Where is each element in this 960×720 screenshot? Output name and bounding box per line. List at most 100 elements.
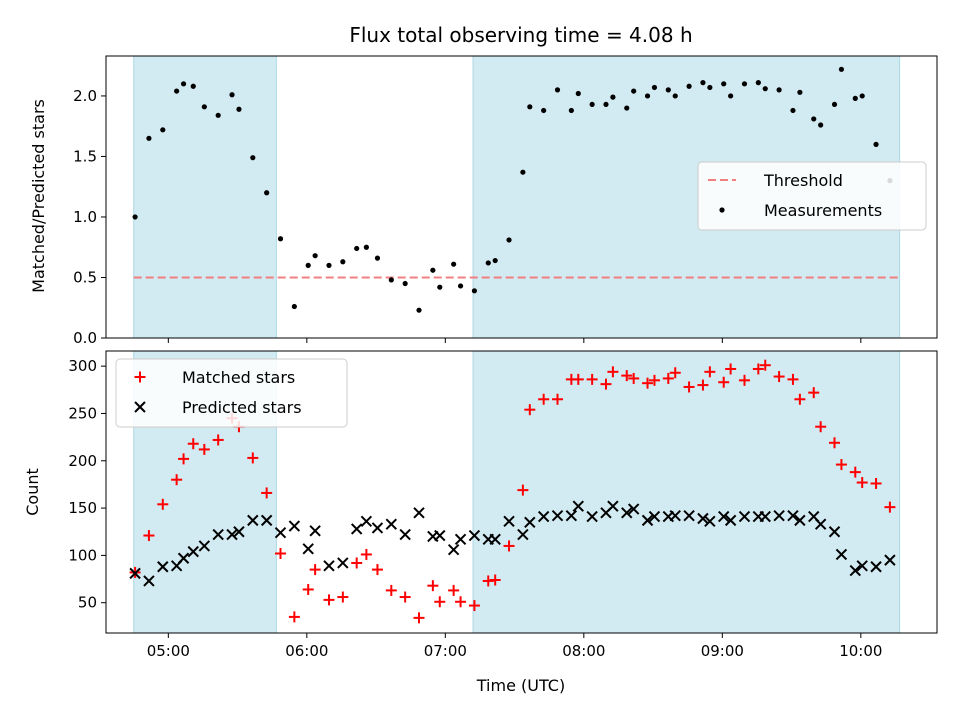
data-point-x (288, 520, 301, 532)
data-point-x-stroke (413, 507, 425, 519)
data-point-x (794, 514, 806, 527)
data-point-x (337, 557, 349, 569)
legend-label: Matched stars (182, 368, 295, 387)
data-point-plus (275, 548, 287, 560)
data-point-plus (662, 372, 674, 384)
data-point-x-stroke (233, 526, 245, 538)
data-point-x-stroke (157, 561, 169, 573)
data-point-x-stroke (870, 561, 882, 573)
panel-0-shaded-band-0 (133, 55, 277, 339)
data-point-plus (669, 367, 681, 379)
data-point-x-stroke (503, 515, 515, 528)
data-point-plus (198, 443, 210, 455)
data-point-plus (718, 376, 730, 388)
data-point-plus (517, 484, 529, 496)
y-tick-label: 0.5 (73, 268, 97, 286)
data-point-x (627, 503, 640, 515)
data-point-plus (427, 580, 439, 592)
legend-label: Measurements (764, 201, 882, 220)
x-tick-label: 07:00 (424, 642, 467, 660)
data-point-x-stroke (884, 554, 896, 566)
legend-swatch-plus (134, 371, 146, 383)
data-point-plus (503, 540, 515, 552)
data-point-x-stroke (274, 526, 287, 539)
data-point-plus (468, 600, 480, 612)
data-point-x (212, 528, 224, 541)
data-point-dot (305, 262, 311, 268)
data-point-dot (180, 81, 187, 87)
y-tick-label: 100 (68, 546, 97, 564)
x-tick-label: 05:00 (147, 642, 190, 660)
data-point-x-stroke (247, 514, 259, 527)
y-tick-label: 0.0 (73, 329, 97, 347)
data-point-x (274, 526, 287, 539)
panels-layer: 0.0 0.5 1.0 1.5 2.0 Threshold Measurements 50 10… (68, 55, 938, 660)
data-point-plus (787, 373, 799, 385)
data-point-x (143, 575, 155, 587)
data-point-x (385, 518, 398, 530)
data-point-x (129, 567, 141, 580)
data-point-dot (174, 88, 180, 94)
data-point-dot (430, 267, 436, 273)
data-point-x (413, 507, 425, 519)
data-point-plus (773, 371, 785, 383)
data-point-dot (236, 106, 242, 112)
data-point-x (669, 509, 681, 522)
series-matched-stars (129, 359, 896, 624)
data-point-x (718, 510, 730, 523)
data-point-dot (363, 244, 369, 250)
data-point-plus (337, 591, 349, 603)
data-point-x-stroke (794, 514, 806, 527)
data-point-x-stroke (517, 528, 529, 541)
data-point-x (759, 510, 771, 523)
data-point-x (773, 509, 785, 522)
data-point-dot (568, 107, 574, 114)
data-point-x-stroke (177, 552, 190, 564)
data-point-x-stroke (648, 510, 661, 523)
data-point-dot (610, 94, 616, 100)
data-point-plus (648, 374, 660, 386)
data-point-x (524, 516, 536, 528)
x-tick-label: 09:00 (701, 642, 744, 660)
data-point-x-stroke (586, 510, 598, 523)
data-point-x-stroke (565, 509, 578, 522)
data-point-x-stroke (434, 529, 446, 542)
data-point-plus (849, 466, 861, 478)
data-point-plus (600, 378, 612, 390)
data-point-x-stroke (309, 525, 321, 537)
data-point-x (849, 564, 861, 577)
data-point-x-stroke (669, 509, 681, 522)
data-point-x (233, 526, 245, 538)
data-point-dot (277, 236, 284, 242)
data-point-plus (552, 393, 564, 405)
data-point-plus (808, 387, 820, 399)
data-point-dot (624, 105, 630, 111)
data-point-plus (455, 596, 467, 608)
data-point-plus (261, 487, 273, 499)
data-point-dot (457, 283, 464, 289)
data-point-dot (492, 257, 498, 264)
data-point-x-stroke (399, 528, 411, 541)
data-point-x (856, 560, 868, 572)
data-point-dot (527, 104, 533, 110)
data-point-x-stroke (350, 523, 363, 535)
data-point-plus (524, 404, 536, 416)
data-point-x-stroke (697, 512, 709, 525)
data-point-x-stroke (856, 560, 868, 572)
data-point-dot (437, 284, 443, 290)
data-point-x-stroke (260, 514, 273, 527)
data-point-dot (741, 81, 748, 87)
data-point-dot (721, 81, 727, 87)
data-point-plus (794, 393, 806, 405)
x-axis-label: Time (UTC) (476, 676, 565, 695)
data-point-x-stroke (808, 510, 820, 523)
data-point-dot (728, 93, 734, 99)
data-point-x-stroke (621, 507, 633, 519)
data-point-plus (683, 381, 695, 393)
data-point-dot (451, 261, 457, 267)
data-point-x-stroke (835, 548, 848, 561)
data-point-plus (870, 477, 882, 489)
data-point-dot (471, 288, 478, 294)
data-point-dot (485, 260, 491, 266)
data-point-x (177, 552, 190, 564)
